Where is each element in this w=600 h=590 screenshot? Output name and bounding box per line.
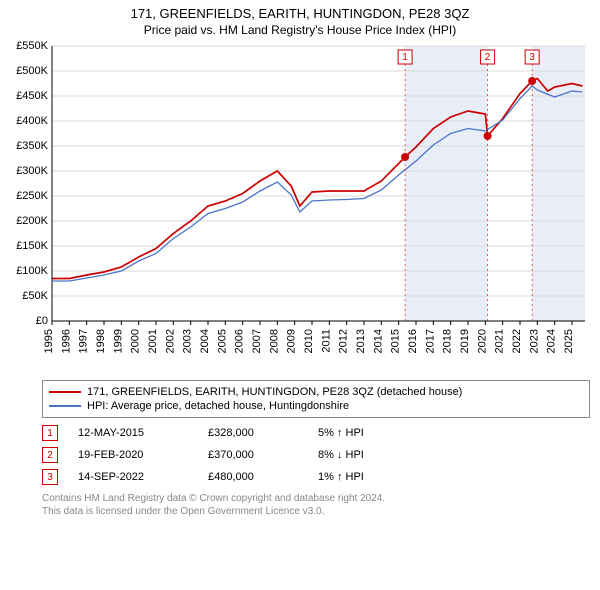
svg-text:2021: 2021 <box>494 329 506 353</box>
svg-text:2: 2 <box>485 52 491 63</box>
svg-text:2007: 2007 <box>251 329 263 353</box>
svg-text:2006: 2006 <box>234 329 246 353</box>
svg-text:2022: 2022 <box>511 329 523 353</box>
event-row: 1 12-MAY-2015 £328,000 5% ↑ HPI <box>42 422 590 444</box>
arrow-up-icon: ↑ <box>337 471 343 483</box>
event-date: 14-SEP-2022 <box>78 471 208 483</box>
chart-container: £0 £50K £100K £150K £200K £250K £300K £350K £400… <box>10 41 590 376</box>
svg-text:2004: 2004 <box>199 329 211 353</box>
event-marker-icon: 2 <box>42 447 58 463</box>
svg-text:1995: 1995 <box>43 329 55 353</box>
svg-text:2025: 2025 <box>563 329 575 353</box>
svg-text:2013: 2013 <box>355 329 367 353</box>
svg-text:2016: 2016 <box>407 329 419 353</box>
svg-text:2005: 2005 <box>216 329 228 353</box>
svg-text:1998: 1998 <box>95 329 107 353</box>
svg-text:1997: 1997 <box>78 329 90 353</box>
svg-text:£50K: £50K <box>22 290 48 302</box>
svg-text:£500K: £500K <box>16 65 48 77</box>
svg-text:2012: 2012 <box>338 329 350 353</box>
event-row: 3 14-SEP-2022 £480,000 1% ↑ HPI <box>42 466 590 488</box>
event-price: £480,000 <box>208 471 318 483</box>
event-marker-icon: 3 <box>42 469 58 485</box>
svg-text:2015: 2015 <box>390 329 402 353</box>
event-marker-icon: 1 <box>42 425 58 441</box>
svg-text:2014: 2014 <box>372 329 384 353</box>
svg-text:1996: 1996 <box>60 329 72 353</box>
footer-line: Contains HM Land Registry data © Crown c… <box>42 492 590 505</box>
svg-text:2000: 2000 <box>130 329 142 353</box>
event-row: 2 19-FEB-2020 £370,000 8% ↓ HPI <box>42 444 590 466</box>
svg-text:2010: 2010 <box>303 329 315 353</box>
svg-text:£400K: £400K <box>16 115 48 127</box>
svg-text:£0: £0 <box>36 315 48 327</box>
title-sub: Price paid vs. HM Land Registry's House … <box>0 21 600 41</box>
svg-text:2002: 2002 <box>164 329 176 353</box>
svg-text:2009: 2009 <box>286 329 298 353</box>
event-price: £328,000 <box>208 427 318 439</box>
svg-text:2003: 2003 <box>182 329 194 353</box>
svg-text:£250K: £250K <box>16 190 48 202</box>
svg-text:£150K: £150K <box>16 240 48 252</box>
svg-text:£300K: £300K <box>16 165 48 177</box>
event-delta: 1% ↑ HPI <box>318 471 364 483</box>
svg-text:£100K: £100K <box>16 265 48 277</box>
event-delta: 8% ↓ HPI <box>318 449 364 461</box>
svg-text:2020: 2020 <box>476 329 488 353</box>
legend-label: HPI: Average price, detached house, Hunt… <box>87 400 349 412</box>
svg-text:2011: 2011 <box>320 329 332 353</box>
price-chart: £0 £50K £100K £150K £200K £250K £300K £350K £400… <box>10 41 590 371</box>
svg-text:2008: 2008 <box>268 329 280 353</box>
svg-text:£350K: £350K <box>16 140 48 152</box>
page-root: 171, GREENFIELDS, EARITH, HUNTINGDON, PE… <box>0 0 600 590</box>
svg-text:2024: 2024 <box>546 329 558 353</box>
events-table: 1 12-MAY-2015 £328,000 5% ↑ HPI 2 19-FEB… <box>42 422 590 488</box>
legend-label: 171, GREENFIELDS, EARITH, HUNTINGDON, PE… <box>87 386 462 398</box>
arrow-down-icon: ↓ <box>337 449 343 461</box>
svg-text:1: 1 <box>402 52 408 63</box>
event-date: 12-MAY-2015 <box>78 427 208 439</box>
svg-text:2001: 2001 <box>147 329 159 353</box>
event-delta: 5% ↑ HPI <box>318 427 364 439</box>
footer: Contains HM Land Registry data © Crown c… <box>42 492 590 518</box>
footer-line: This data is licensed under the Open Gov… <box>42 505 590 518</box>
legend-item: HPI: Average price, detached house, Hunt… <box>49 399 583 413</box>
legend: 171, GREENFIELDS, EARITH, HUNTINGDON, PE… <box>42 380 590 418</box>
svg-text:1999: 1999 <box>112 329 124 353</box>
legend-item: 171, GREENFIELDS, EARITH, HUNTINGDON, PE… <box>49 385 583 399</box>
svg-text:2018: 2018 <box>442 329 454 353</box>
svg-text:2019: 2019 <box>459 329 471 353</box>
svg-text:2017: 2017 <box>424 329 436 353</box>
svg-text:3: 3 <box>529 52 535 63</box>
title-main: 171, GREENFIELDS, EARITH, HUNTINGDON, PE… <box>0 0 600 21</box>
event-date: 19-FEB-2020 <box>78 449 208 461</box>
svg-text:£550K: £550K <box>16 41 48 52</box>
svg-text:2023: 2023 <box>528 329 540 353</box>
legend-swatch <box>49 391 81 393</box>
svg-text:£450K: £450K <box>16 90 48 102</box>
arrow-up-icon: ↑ <box>337 427 343 439</box>
event-price: £370,000 <box>208 449 318 461</box>
svg-text:£200K: £200K <box>16 215 48 227</box>
legend-swatch <box>49 405 81 407</box>
